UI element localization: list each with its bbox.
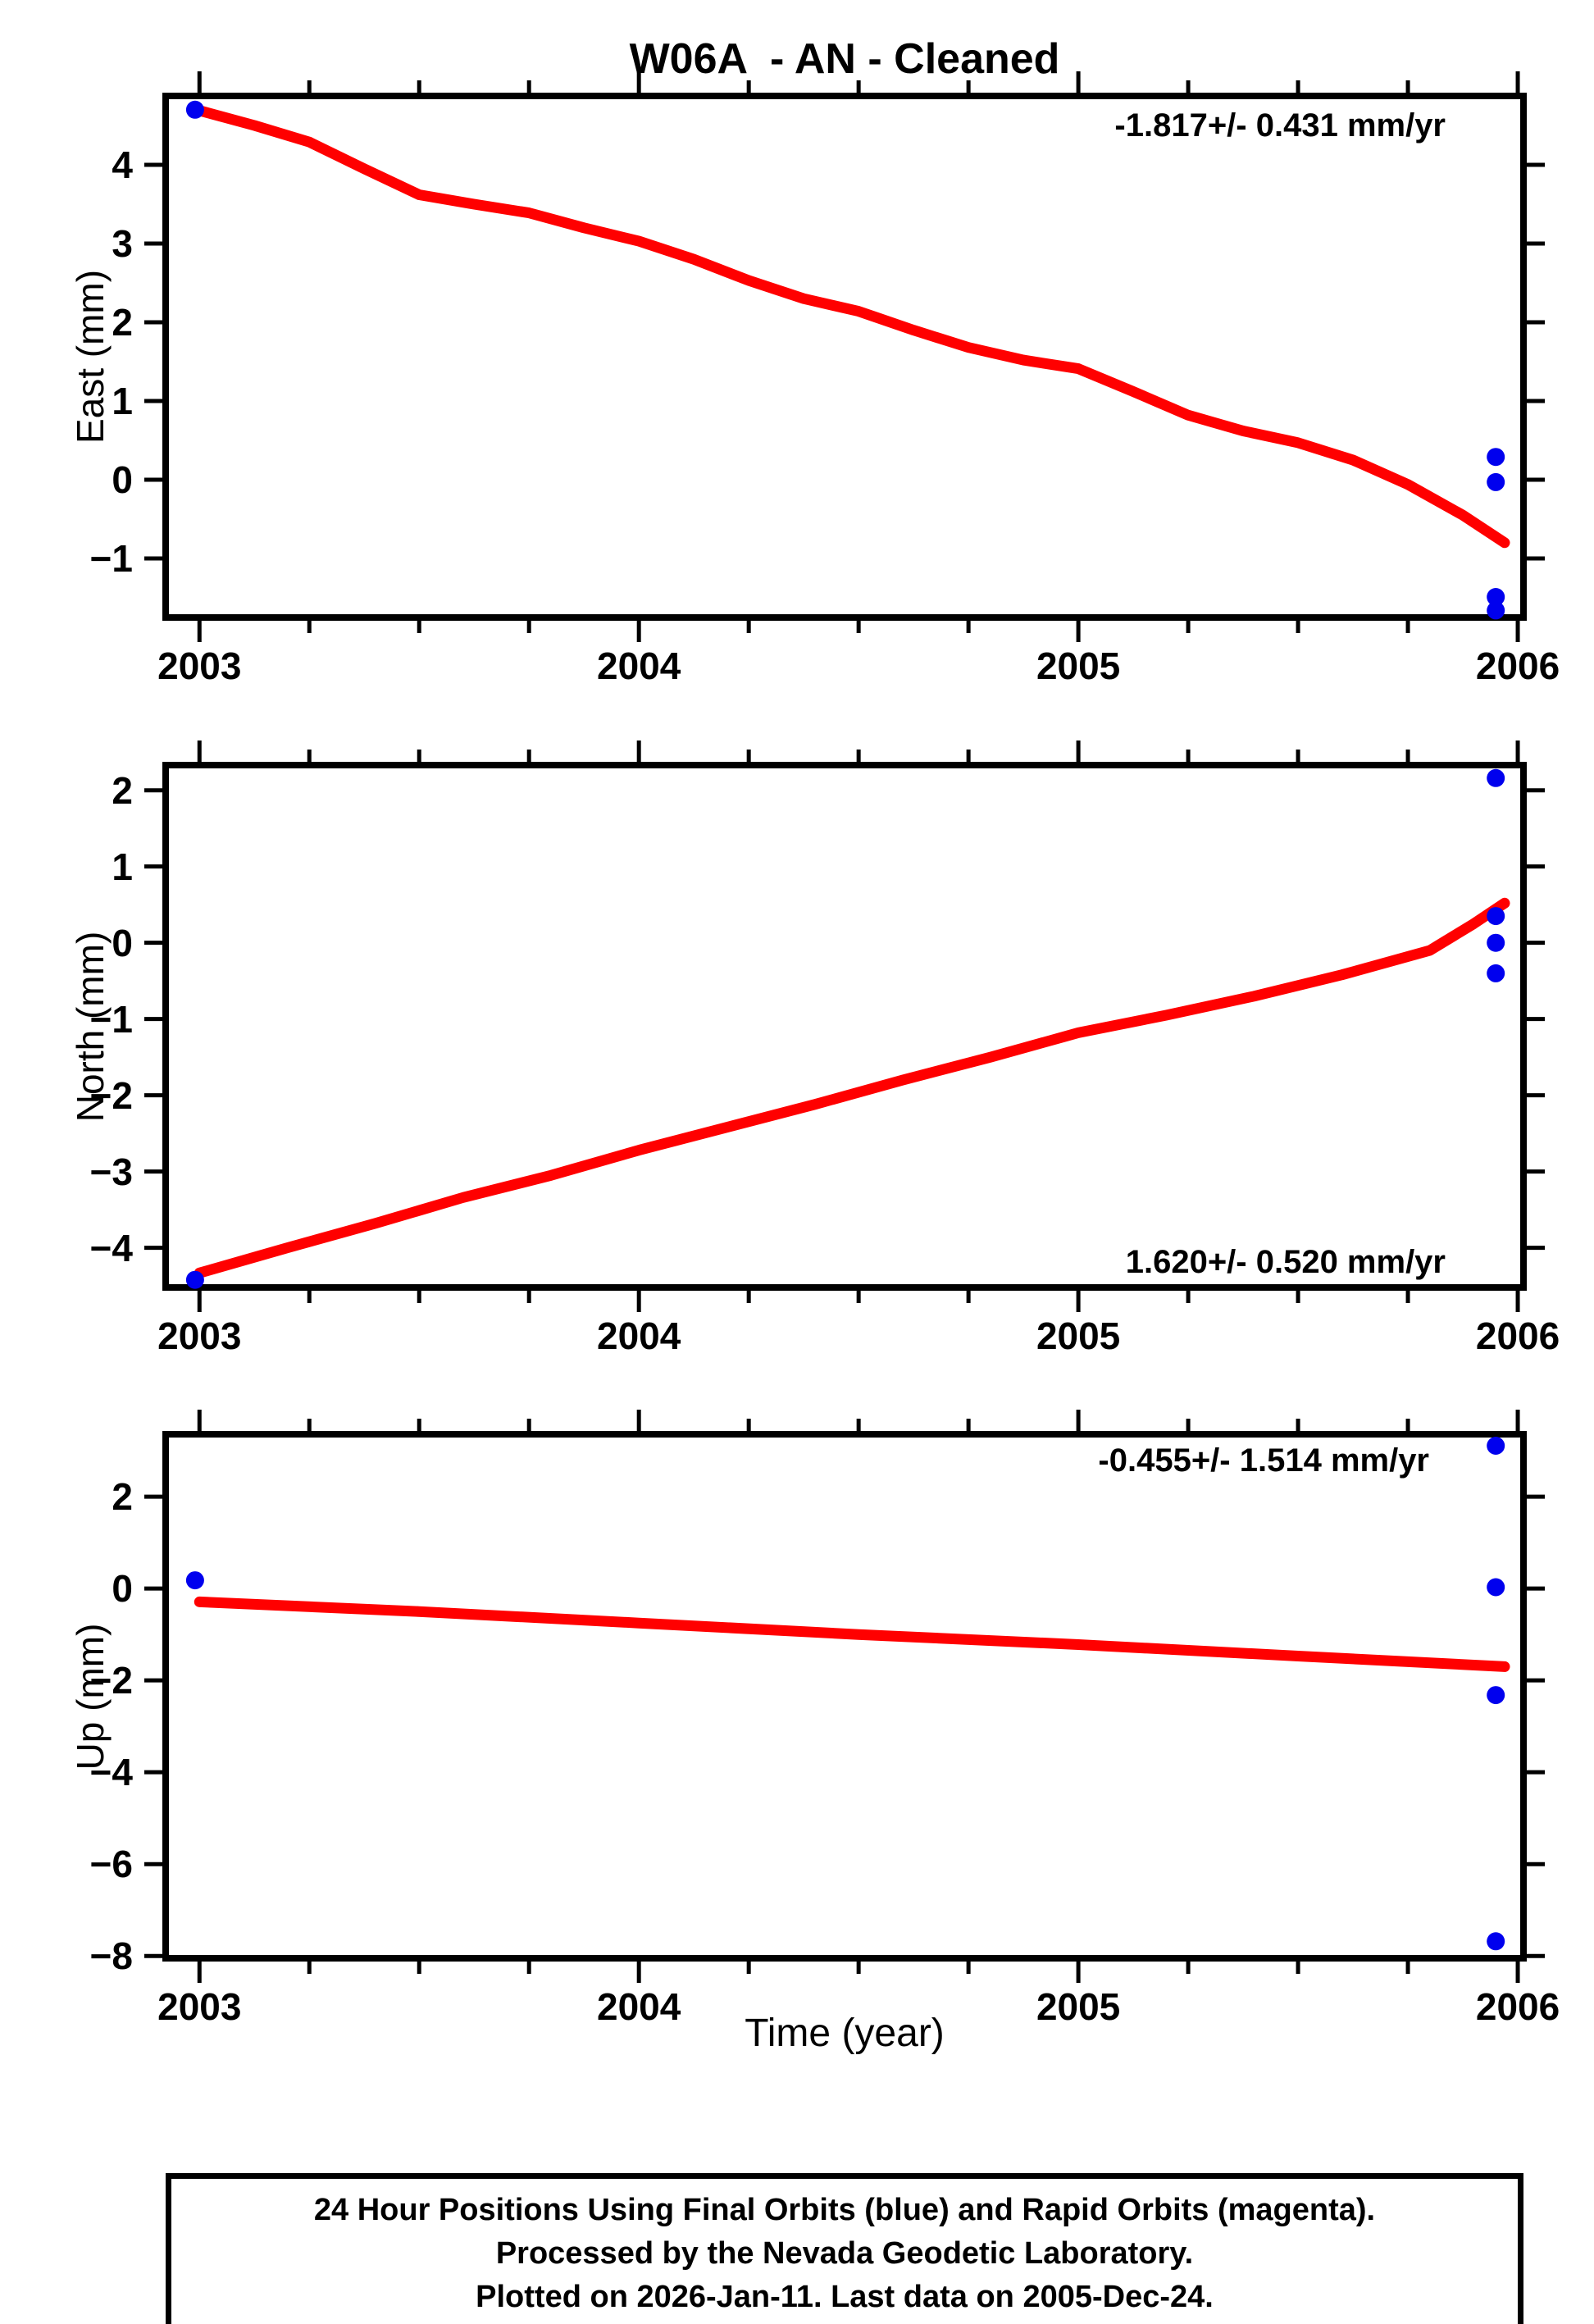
y-tick-label: −2 [89, 1073, 133, 1117]
y-tick-label: 4 [112, 144, 133, 186]
x-tick-label: 2006 [1475, 645, 1560, 687]
y-tick-label: −6 [89, 1843, 133, 1886]
trend-line [194, 897, 1510, 1278]
y-tick-label: 1 [112, 380, 133, 422]
x-tick-label: 2003 [157, 1985, 242, 2028]
up-plot-canvas [144, 1410, 1545, 1983]
data-point [1487, 964, 1505, 982]
data-point [1487, 1932, 1505, 1951]
east-plot-canvas [144, 71, 1545, 642]
y-tick-label: 0 [112, 921, 133, 964]
footer-box: 24 Hour Positions Using Final Orbits (bl… [166, 2173, 1523, 2324]
north-plot-canvas [144, 740, 1545, 1312]
data-point [185, 100, 204, 119]
plot-frame [162, 1431, 1527, 1962]
east-plot: -1.817+/- 0.431 mm/yr East (mm) 2003 2004… [69, 71, 1560, 687]
data-point [1487, 1578, 1505, 1597]
footer-line-plotted: Plotted on 2026-Jan-11. Last data on 200… [476, 2280, 1214, 2314]
y-tick-label: −1 [89, 537, 133, 580]
y-tick-label: −1 [89, 997, 133, 1041]
footer-line-orbits: 24 Hour Positions Using Final Orbits (bl… [313, 2193, 1376, 2227]
north-plot: 1.620+/- 0.520 mm/yr North (mm) 2003 2004… [69, 740, 1560, 1357]
x-tick-label: 2006 [1475, 1985, 1560, 2028]
data-point [1487, 933, 1505, 952]
footer-line-processed: Processed by the Nevada Geodetic Laborat… [495, 2236, 1194, 2271]
y-tick-label: 2 [112, 1475, 133, 1519]
data-point [1487, 907, 1505, 926]
y-tick-label: −8 [89, 1934, 133, 1978]
y-tick-label: −2 [89, 1659, 133, 1702]
data-point [1487, 588, 1505, 606]
data-point [185, 1270, 204, 1289]
data-point [185, 1571, 204, 1590]
up-trend-annotation: -0.455+/- 1.514 mm/yr [1098, 1442, 1429, 1479]
data-point [1487, 1686, 1505, 1705]
data-point [1487, 768, 1505, 787]
y-tick-label: 2 [112, 768, 133, 812]
y-tick-label: −3 [89, 1150, 133, 1193]
x-tick-label: 2004 [597, 645, 681, 687]
plot-frame [162, 93, 1527, 621]
x-tick-label: 2005 [1036, 1985, 1121, 2028]
north-trend-annotation: 1.620+/- 0.520 mm/yr [1125, 1244, 1446, 1280]
x-axis-title: Time (year) [745, 2012, 945, 2055]
up-plot: -0.455+/- 1.514 mm/yr Up (mm) 2003 2004 20… [69, 1410, 1560, 2028]
trend-line [194, 1596, 1510, 1672]
y-tick-label: 1 [112, 845, 133, 888]
y-tick-label: 0 [112, 1567, 133, 1611]
data-point [1487, 1437, 1505, 1455]
y-tick-label: −4 [89, 1751, 133, 1794]
x-tick-label: 2003 [157, 1315, 242, 1357]
figure-title: W06A - AN - Cleaned [629, 35, 1060, 83]
x-tick-label: 2004 [597, 1315, 681, 1357]
data-point [1487, 448, 1505, 467]
east-trend-annotation: -1.817+/- 0.431 mm/yr [1114, 107, 1446, 144]
x-tick-label: 2004 [597, 1985, 681, 2028]
y-tick-label: 2 [112, 301, 133, 344]
x-tick-label: 2005 [1036, 645, 1121, 687]
y-tick-label: 3 [112, 222, 133, 265]
y-tick-label: 0 [112, 458, 133, 501]
y-tick-label: −4 [89, 1226, 133, 1269]
x-tick-label: 2005 [1036, 1315, 1121, 1357]
plot-frame [162, 762, 1527, 1291]
data-point [1487, 601, 1505, 620]
x-tick-label: 2006 [1475, 1315, 1560, 1357]
x-tick-label: 2003 [157, 645, 242, 687]
trend-line [194, 105, 1510, 549]
data-point [1487, 472, 1505, 491]
